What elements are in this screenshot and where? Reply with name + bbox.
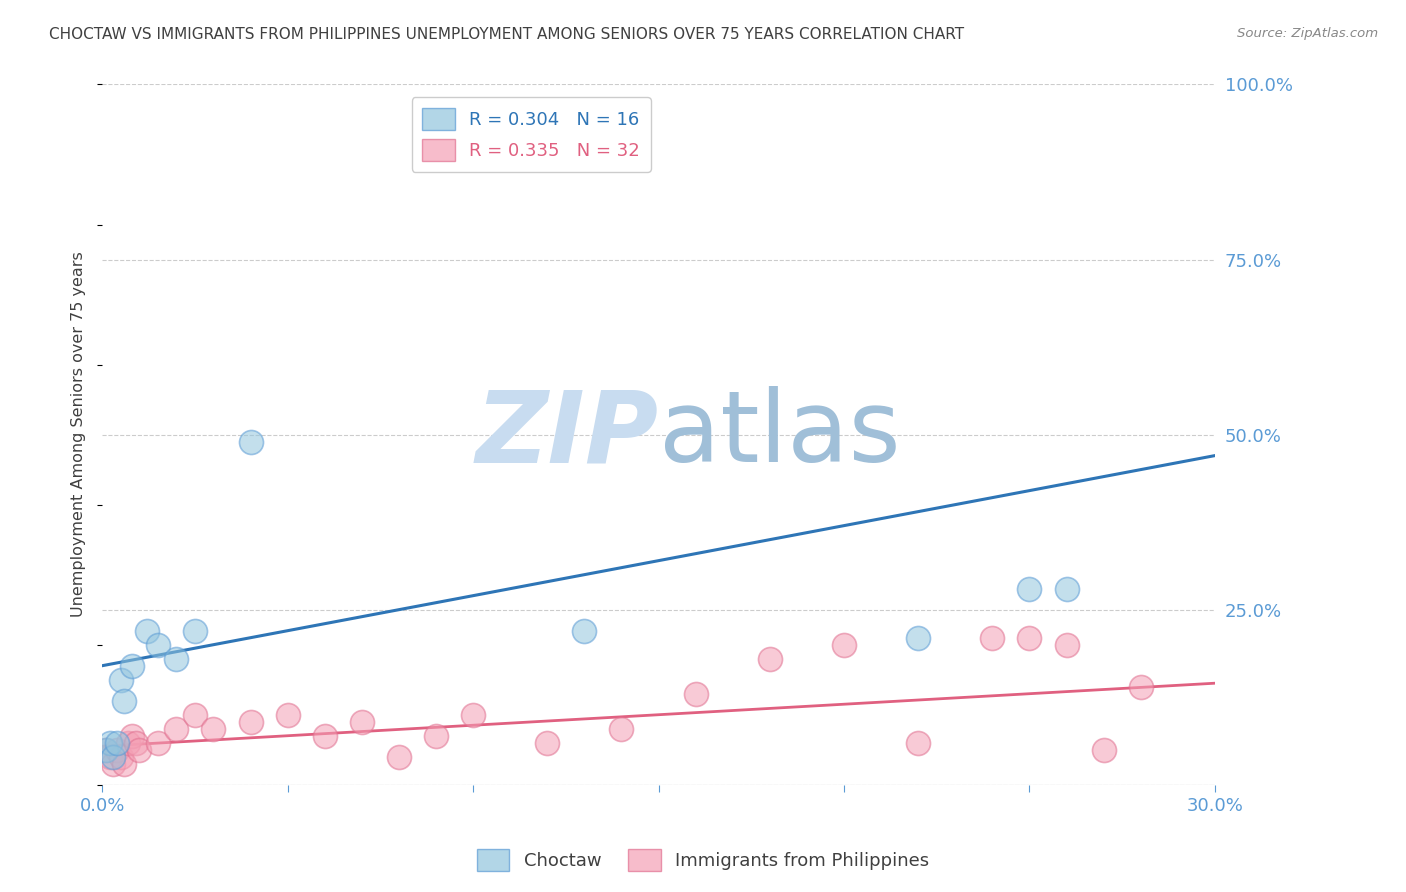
Point <box>110 749 132 764</box>
Point <box>536 736 558 750</box>
Point <box>574 624 596 638</box>
Legend: Choctaw, Immigrants from Philippines: Choctaw, Immigrants from Philippines <box>470 842 936 879</box>
Point <box>117 736 139 750</box>
Point <box>277 707 299 722</box>
Point <box>128 743 150 757</box>
Point <box>314 729 336 743</box>
Point <box>832 638 855 652</box>
Point <box>202 722 225 736</box>
Point <box>146 736 169 750</box>
Point <box>425 729 447 743</box>
Point <box>114 756 136 771</box>
Point <box>94 743 117 757</box>
Text: ZIP: ZIP <box>475 386 658 483</box>
Point <box>1018 582 1040 596</box>
Point <box>907 631 929 645</box>
Point <box>1092 743 1115 757</box>
Point <box>1056 638 1078 652</box>
Point <box>114 694 136 708</box>
Y-axis label: Unemployment Among Seniors over 75 years: Unemployment Among Seniors over 75 years <box>72 252 86 617</box>
Point <box>103 756 125 771</box>
Point <box>94 743 117 757</box>
Point <box>165 651 187 665</box>
Point <box>165 722 187 736</box>
Point <box>350 714 373 729</box>
Point <box>981 631 1004 645</box>
Point <box>239 434 262 449</box>
Text: Source: ZipAtlas.com: Source: ZipAtlas.com <box>1237 27 1378 40</box>
Point <box>135 624 157 638</box>
Point <box>388 749 411 764</box>
Point <box>110 673 132 687</box>
Point <box>759 651 782 665</box>
Point <box>1129 680 1152 694</box>
Point <box>105 743 128 757</box>
Point <box>103 749 125 764</box>
Point <box>124 736 146 750</box>
Point <box>1056 582 1078 596</box>
Point <box>184 624 207 638</box>
Point <box>146 638 169 652</box>
Point <box>184 707 207 722</box>
Point <box>1018 631 1040 645</box>
Point <box>239 714 262 729</box>
Point <box>98 736 121 750</box>
Legend: R = 0.304   N = 16, R = 0.335   N = 32: R = 0.304 N = 16, R = 0.335 N = 32 <box>412 97 651 172</box>
Point <box>121 658 143 673</box>
Point <box>685 687 707 701</box>
Point <box>907 736 929 750</box>
Text: atlas: atlas <box>658 386 900 483</box>
Text: CHOCTAW VS IMMIGRANTS FROM PHILIPPINES UNEMPLOYMENT AMONG SENIORS OVER 75 YEARS : CHOCTAW VS IMMIGRANTS FROM PHILIPPINES U… <box>49 27 965 42</box>
Point <box>121 729 143 743</box>
Point <box>98 749 121 764</box>
Point <box>610 722 633 736</box>
Point <box>461 707 484 722</box>
Point <box>105 736 128 750</box>
